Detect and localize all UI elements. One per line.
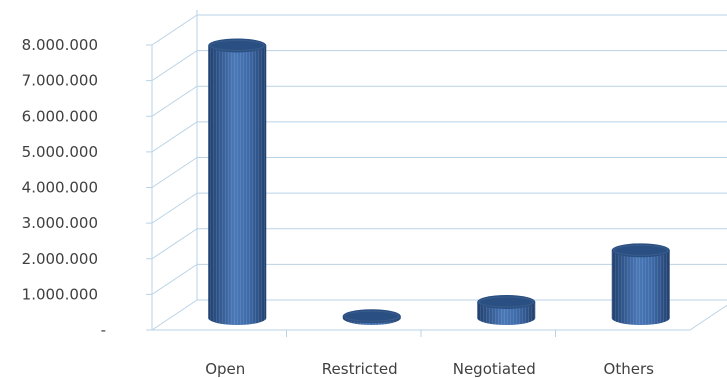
x-tick-label: Others xyxy=(604,360,655,378)
bar-negotiated xyxy=(477,294,536,325)
y-tick-label: 8.000.000 xyxy=(22,36,98,54)
bar-open xyxy=(208,38,267,325)
bar-restricted xyxy=(342,309,401,325)
x-tick-label: Negotiated xyxy=(453,360,536,378)
axes xyxy=(146,10,727,337)
x-tick-label: Restricted xyxy=(322,360,398,378)
gridline-side xyxy=(151,14,198,46)
bar-top-highlight xyxy=(478,296,534,308)
bar-top-highlight xyxy=(209,39,265,51)
gridline-side xyxy=(151,263,198,295)
y-tick-label: 4.000.000 xyxy=(22,179,98,197)
grid xyxy=(151,14,727,331)
gridline-side xyxy=(151,157,198,188)
y-tick-label: 2.000.000 xyxy=(22,250,98,268)
floor-right-edge xyxy=(689,304,727,331)
y-tick-label: - xyxy=(101,321,106,339)
y-tick-label: 7.000.000 xyxy=(22,72,98,90)
bar-top-highlight xyxy=(344,310,400,322)
gridline-side xyxy=(151,50,198,82)
tick-labels: -1.000.000 2.000.000 3.000.000 4.000.000 5.0… xyxy=(22,36,654,378)
gridline-side xyxy=(151,121,198,153)
bar-texture xyxy=(611,250,670,325)
bars xyxy=(208,38,670,325)
gridline-side xyxy=(151,228,198,260)
y-tick-label: 6.000.000 xyxy=(22,107,98,125)
y-tick-label: 3.000.000 xyxy=(22,214,98,232)
bar-texture xyxy=(208,45,267,325)
x-tick-label: Open xyxy=(205,360,245,378)
y-tick-label: 5.000.000 xyxy=(22,143,98,161)
bar-others xyxy=(611,243,670,325)
gridline-side xyxy=(151,192,198,224)
gridline-side xyxy=(151,299,198,331)
gridline-side xyxy=(151,85,198,117)
y-tick-label: 1.000.000 xyxy=(22,285,98,303)
bar-top-highlight xyxy=(613,244,669,256)
